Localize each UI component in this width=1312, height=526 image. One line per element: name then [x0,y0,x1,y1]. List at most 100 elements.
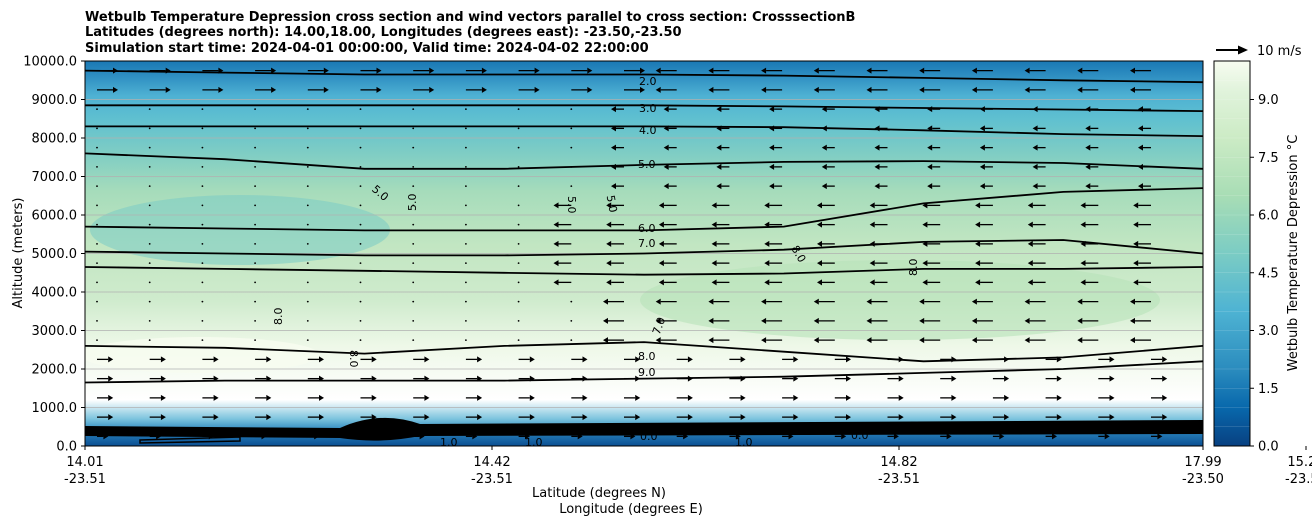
wind-vector-head [740,414,746,421]
wind-vector-head [708,317,714,324]
x-tick-longitude: -23.51 [64,472,106,487]
wind-vector [201,127,204,130]
wind-vector-head [971,86,977,93]
wind-vector-head [553,260,559,267]
wind-vector-head [1085,106,1091,113]
wind-vector-head [213,356,219,363]
y-tick-label: 2000.0 [32,363,78,378]
wind-vector-head [1138,163,1143,170]
wind-vector-head [534,86,540,93]
wind-vector [570,185,573,188]
wind-vector-head [1109,375,1115,382]
wind-vector [570,146,573,149]
wind-vector-head [817,240,822,247]
wind-vector [412,204,415,207]
wind-vector [201,223,204,226]
surface-contour-line [139,436,241,444]
y-tick-label: 7000.0 [32,170,78,185]
wind-vector-head [898,414,904,421]
wind-vector-head [898,356,904,363]
wind-vector-head [271,86,277,93]
wind-vector-head [213,375,219,382]
wind-vector-head [951,414,957,421]
wind-vector-head [821,125,827,132]
wind-vector-head [477,356,483,363]
wind-vector-head [841,433,847,440]
contour-label: 5.0 [565,196,578,214]
wind-vector [254,339,256,342]
wind-vector-head [1024,67,1030,74]
contour-line [85,266,1203,276]
wind-vector-head [603,317,608,324]
wind-vector-head [1056,375,1062,382]
wind-vector-head [156,433,162,440]
wind-vector [465,262,467,265]
wind-vector-head [1027,260,1033,267]
wind-vector-head [1109,414,1115,421]
wind-vector [254,300,256,303]
wind-vector-head [761,337,767,344]
wind-vector [306,339,309,342]
wind-vector-head [711,260,717,267]
wind-vector-head [371,414,377,421]
wind-vector-head [735,433,741,440]
y-tick-label: 1000.0 [32,401,78,416]
wind-vector-head [951,356,957,363]
wind-vector [570,319,573,322]
wind-vector-head [979,183,985,190]
wind-vector-head [1077,317,1083,324]
contour-label: 6.0 [638,222,656,235]
colorbar-ticks: 0.0 1.5 3.0 4.5 6.0 7.5 9.0 [1250,93,1279,455]
wind-vector [148,108,151,111]
wind-vector-head [1130,67,1135,74]
wind-vector-head [529,414,535,421]
wind-vector-head [874,125,880,132]
wind-vector-head [1024,337,1030,344]
wind-vector-head [1004,375,1010,382]
wind-vector-head [376,86,382,93]
wind-vector [96,165,98,168]
wind-vector [148,339,151,342]
wind-vector-head [922,202,928,209]
wind-vector-head [874,183,880,190]
contour-label: 7.0 [638,237,656,250]
wind-vector-head [319,394,324,401]
wind-vector-head [582,394,588,401]
wind-vector-head [1080,279,1086,286]
wind-vector [254,242,256,245]
wind-vector [517,242,520,245]
wind-vector-head [1077,67,1083,74]
wind-vector-head [764,240,770,247]
x-tick-latitude: 17.99 [1184,455,1221,470]
wind-vector [148,146,151,149]
wind-vector-head [821,163,827,170]
wind-vector-head [898,375,904,382]
wind-vector [148,185,151,188]
wind-vector [148,127,151,130]
wind-vector-head [740,356,746,363]
chart-title-line-3: Simulation start time: 2024-04-01 00:00:… [85,41,649,56]
wind-vector [517,185,520,188]
x-tick-latitude: 14.01 [66,455,103,470]
wind-vector-head [477,375,483,382]
contour-label: 5.0 [638,158,656,171]
wind-vector-head [687,375,693,382]
wind-vector [412,339,415,342]
wind-vector-head [979,125,985,132]
wind-vector [465,281,467,284]
wind-vector-head [261,433,267,440]
wind-vector-head [525,433,530,440]
contour-label: 2.0 [639,75,657,88]
wind-vector [412,185,415,188]
wind-vector-head [919,86,925,93]
wind-vector-head [319,414,324,421]
wind-vector-head [165,86,171,93]
contour-label: 5.0 [406,194,419,212]
wind-vector [465,339,467,342]
wind-vector-head [716,183,722,190]
wind-vector-head [927,144,933,151]
wind-vector [148,319,151,322]
wind-vector [412,127,415,130]
wind-vector-head [716,163,722,170]
wind-vector-head [740,375,746,382]
